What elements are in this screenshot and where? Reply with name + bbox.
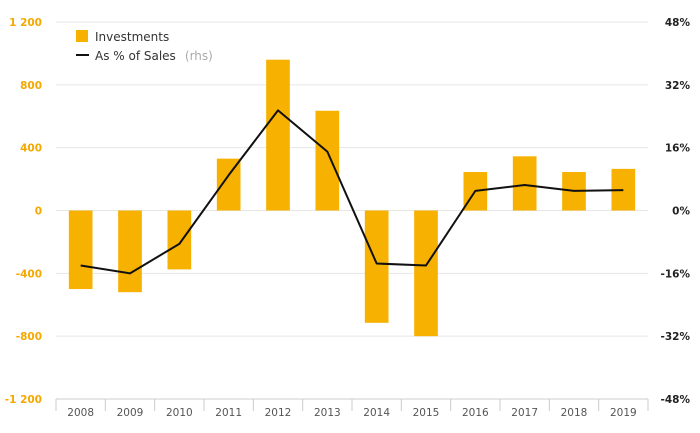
x-tick-label: 2012 <box>265 407 292 419</box>
left-tick-label: 0 <box>35 206 42 218</box>
x-tick-label: 2010 <box>166 407 193 419</box>
left-tick-label: -1 200 <box>5 394 42 406</box>
x-axis-ticks: 2008 2009 2010 2011 2012 2013 2014 2015 2016 2017… <box>67 407 636 419</box>
gridlines <box>55 21 649 411</box>
x-tick-label: 2014 <box>363 407 390 419</box>
left-tick-label: -400 <box>16 268 42 280</box>
right-tick-label: -32% <box>661 331 691 343</box>
x-tick-label: 2018 <box>561 407 588 419</box>
x-tick-label: 2019 <box>610 407 637 419</box>
right-tick-label: 16% <box>665 143 691 155</box>
left-tick-label: -800 <box>16 331 42 343</box>
legend-label-sales: As % of Sales (rhs) <box>95 45 213 64</box>
right-tick-label: 32% <box>665 80 691 92</box>
right-tick-label: 48% <box>665 17 691 29</box>
left-tick-label: 800 <box>20 80 42 92</box>
bar-2010 <box>167 210 192 270</box>
right-tick-label: -48% <box>661 394 691 406</box>
bar-2019 <box>611 168 636 211</box>
left-tick-label: 400 <box>20 143 42 155</box>
sales-pct-line <box>80 109 624 275</box>
x-tick-label: 2011 <box>215 407 242 419</box>
x-tick-label: 2017 <box>511 407 538 419</box>
legend-label-sales-suffix: (rhs) <box>185 49 213 63</box>
legend-swatch-investments <box>76 30 88 42</box>
bar-2013 <box>315 110 340 211</box>
legend: Investments As % of Sales (rhs) <box>76 30 213 64</box>
bar-2011 <box>216 158 241 211</box>
bar-2014 <box>364 210 389 323</box>
right-axis-ticks: -48% -32% -16% 0% 16% 32% 48% <box>661 17 691 406</box>
left-tick-label: 1 200 <box>9 17 42 29</box>
line-series <box>80 109 624 275</box>
x-tick-label: 2016 <box>462 407 489 419</box>
x-tick-label: 2009 <box>117 407 144 419</box>
bar-2009 <box>118 210 142 293</box>
bar-series <box>68 59 636 337</box>
legend-label-sales-main: As % of Sales <box>95 49 176 63</box>
x-tick-label: 2013 <box>314 407 341 419</box>
left-axis-ticks: -1 200 -800 -400 0 400 800 1 200 <box>5 17 42 406</box>
legend-label-investments: Investments <box>95 30 169 44</box>
x-tick-label: 2015 <box>413 407 440 419</box>
bar-2012 <box>266 59 290 211</box>
bar-2017 <box>512 156 537 211</box>
right-tick-label: 0% <box>672 206 690 218</box>
bar-2008 <box>68 210 93 290</box>
x-tick-label: 2008 <box>67 407 94 419</box>
bar-2015 <box>414 210 438 337</box>
right-tick-label: -16% <box>661 268 691 280</box>
